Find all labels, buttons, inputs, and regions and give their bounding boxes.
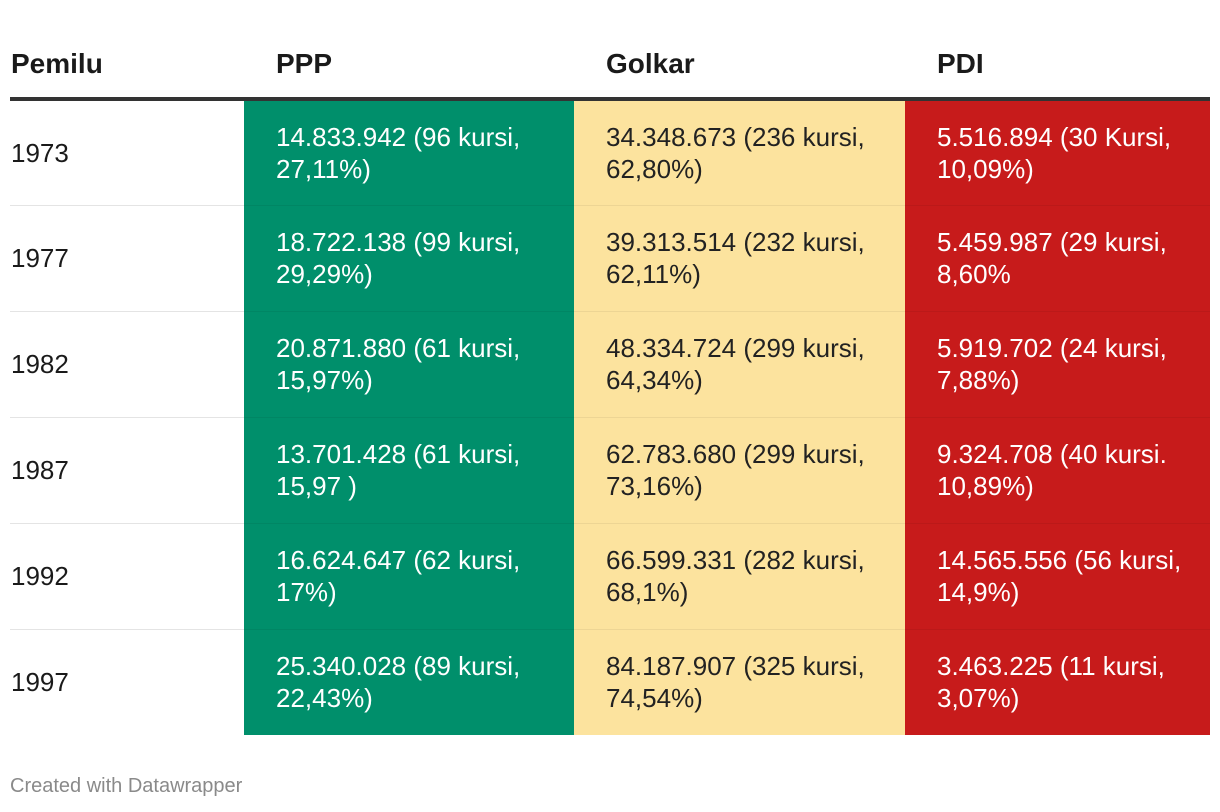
ppp-cell: 14.833.942 (96 kursi, 27,11%) — [244, 99, 574, 206]
header-golkar[interactable]: Golkar — [574, 30, 905, 101]
golkar-cell: 48.334.724 (299 kursi, 64,34%) — [574, 311, 905, 418]
golkar-cell: 34.348.673 (236 kursi, 62,80%) — [574, 99, 905, 206]
table-row: 1973 14.833.942 (96 kursi, 27,11%) 34.34… — [10, 99, 1210, 206]
ppp-cell: 20.871.880 (61 kursi, 15,97%) — [244, 311, 574, 418]
table-row: 1982 20.871.880 (61 kursi, 15,97%) 48.33… — [10, 311, 1210, 418]
golkar-cell: 66.599.331 (282 kursi, 68,1%) — [574, 523, 905, 630]
year-cell: 1982 — [10, 311, 244, 418]
table-row: 1987 13.701.428 (61 kursi, 15,97 ) 62.78… — [10, 417, 1210, 524]
header-ppp[interactable]: PPP — [244, 30, 574, 101]
ppp-cell: 16.624.647 (62 kursi, 17%) — [244, 523, 574, 630]
table-row: 1992 16.624.647 (62 kursi, 17%) 66.599.3… — [10, 523, 1210, 630]
table-header-row: Pemilu PPP Golkar PDI — [10, 30, 1210, 101]
ppp-cell: 25.340.028 (89 kursi, 22,43%) — [244, 629, 574, 735]
table-row: 1997 25.340.028 (89 kursi, 22,43%) 84.18… — [10, 629, 1210, 735]
pdi-cell: 5.919.702 (24 kursi, 7,88%) — [905, 311, 1210, 418]
year-cell: 1997 — [11, 667, 69, 698]
golkar-cell: 84.187.907 (325 kursi, 74,54%) — [574, 629, 905, 735]
year-cell: 1992 — [10, 523, 244, 630]
pdi-cell: 9.324.708 (40 kursi. 10,89%) — [905, 417, 1210, 524]
year-cell: 1977 — [10, 205, 244, 312]
pdi-cell: 3.463.225 (11 kursi, 3,07%) — [905, 629, 1210, 735]
pdi-cell: 5.459.987 (29 kursi, 8,60% — [905, 205, 1210, 312]
golkar-cell: 62.783.680 (299 kursi, 73,16%) — [574, 417, 905, 524]
ppp-cell: 13.701.428 (61 kursi, 15,97 ) — [244, 417, 574, 524]
pdi-cell: 14.565.556 (56 kursi, 14,9%) — [905, 523, 1210, 630]
header-pdi[interactable]: PDI — [905, 30, 1210, 101]
ppp-cell: 18.722.138 (99 kursi, 29,29%) — [244, 205, 574, 312]
election-results-table: Pemilu PPP Golkar PDI 1973 14.833.942 (9… — [10, 30, 1210, 735]
year-cell: 1973 — [10, 99, 244, 206]
golkar-cell: 39.313.514 (232 kursi, 62,11%) — [574, 205, 905, 312]
pdi-cell: 5.516.894 (30 Kursi, 10,09%) — [905, 99, 1210, 206]
election-results-table-wrap: Pemilu PPP Golkar PDI 1973 14.833.942 (9… — [10, 30, 1210, 735]
header-pemilu[interactable]: Pemilu — [10, 30, 244, 101]
datawrapper-credit[interactable]: Created with Datawrapper — [10, 775, 243, 797]
table-row: 1977 18.722.138 (99 kursi, 29,29%) 39.31… — [10, 205, 1210, 312]
year-cell: 1987 — [10, 417, 244, 524]
